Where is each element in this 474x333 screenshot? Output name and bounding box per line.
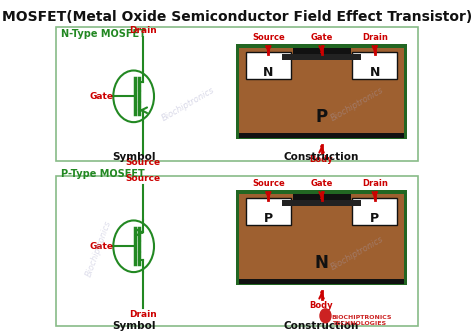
FancyBboxPatch shape — [283, 54, 361, 60]
Text: Gate: Gate — [310, 179, 333, 188]
FancyBboxPatch shape — [352, 52, 398, 80]
FancyBboxPatch shape — [246, 52, 291, 80]
Circle shape — [320, 309, 331, 323]
Text: P: P — [370, 211, 379, 224]
Text: N-Type MOSFET: N-Type MOSFET — [61, 29, 146, 39]
Text: Source: Source — [252, 179, 285, 188]
Text: BIOCHIPTRONICS
TECHNOLOGIES: BIOCHIPTRONICS TECHNOLOGIES — [332, 315, 392, 326]
FancyBboxPatch shape — [236, 190, 407, 285]
FancyBboxPatch shape — [246, 197, 291, 225]
Text: Body: Body — [310, 155, 333, 164]
Text: Source: Source — [252, 33, 285, 42]
Text: Drain: Drain — [129, 26, 157, 35]
FancyBboxPatch shape — [292, 194, 350, 199]
Text: P: P — [264, 211, 273, 224]
FancyBboxPatch shape — [239, 279, 404, 284]
Text: Gate: Gate — [310, 33, 333, 42]
Text: Drain: Drain — [129, 310, 157, 319]
FancyBboxPatch shape — [292, 48, 350, 54]
FancyBboxPatch shape — [283, 199, 361, 205]
Text: N: N — [315, 254, 328, 272]
Text: Biochiptronics: Biochiptronics — [329, 234, 385, 272]
Text: MOSFET(Metal Oxide Semiconductor Field Effect Transistor): MOSFET(Metal Oxide Semiconductor Field E… — [2, 10, 472, 24]
Text: Symbol: Symbol — [112, 321, 155, 331]
Text: Drain: Drain — [362, 179, 388, 188]
Text: N: N — [370, 66, 380, 79]
FancyBboxPatch shape — [239, 48, 404, 135]
FancyBboxPatch shape — [239, 194, 404, 281]
FancyBboxPatch shape — [352, 197, 398, 225]
FancyBboxPatch shape — [56, 27, 418, 161]
Text: P: P — [316, 108, 328, 126]
FancyBboxPatch shape — [236, 44, 407, 139]
Text: Symbol: Symbol — [112, 152, 155, 162]
Text: Source: Source — [126, 174, 161, 183]
Text: Biochiptronics: Biochiptronics — [161, 86, 217, 123]
Text: Construction: Construction — [284, 321, 359, 331]
Text: Body: Body — [310, 301, 333, 310]
Text: Drain: Drain — [362, 33, 388, 42]
Text: Gate: Gate — [89, 92, 113, 101]
Text: Biochiptronics: Biochiptronics — [329, 86, 385, 123]
Text: Source: Source — [126, 158, 161, 167]
Text: Biochiptronics: Biochiptronics — [84, 219, 113, 278]
FancyBboxPatch shape — [56, 176, 418, 326]
Text: Construction: Construction — [284, 152, 359, 162]
Text: P-Type MOSFET: P-Type MOSFET — [61, 169, 145, 179]
Text: Gate: Gate — [89, 242, 113, 251]
FancyBboxPatch shape — [239, 133, 404, 138]
Text: N: N — [263, 66, 273, 79]
